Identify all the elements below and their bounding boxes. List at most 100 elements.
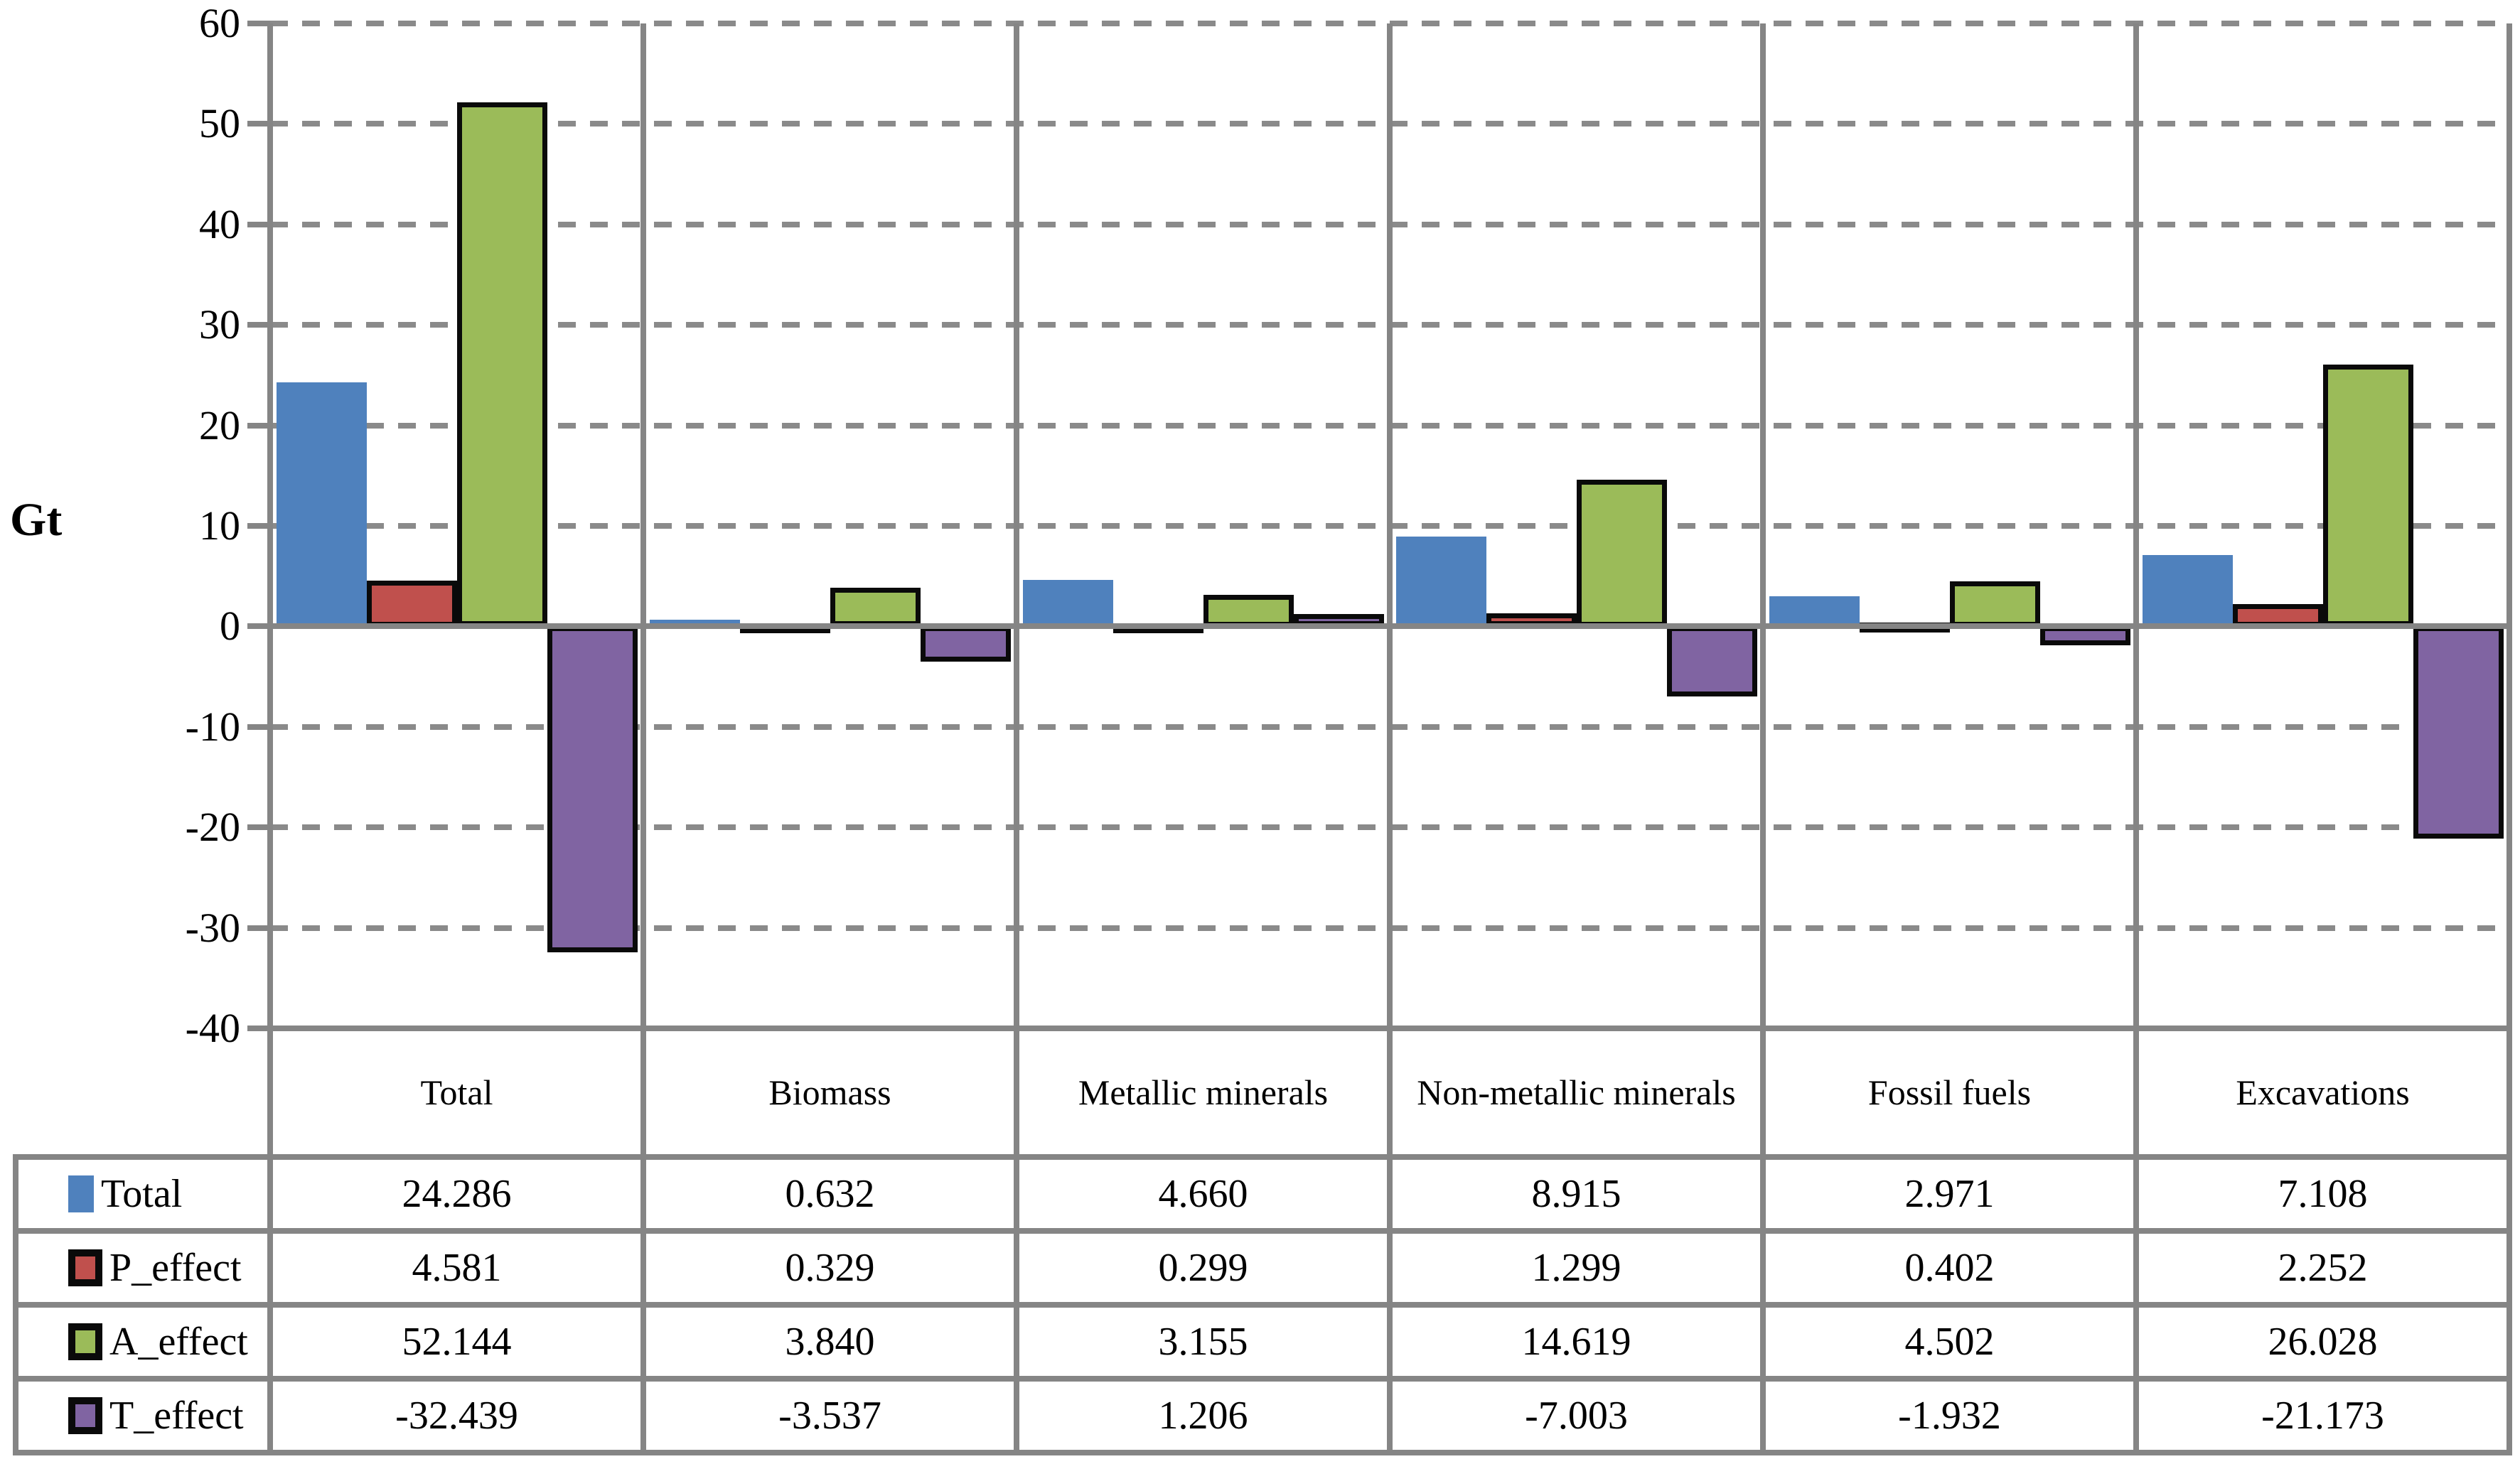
table-value-P_effect-Fossil fuels: 0.402	[1904, 1246, 1995, 1290]
table-value-A_effect-Fossil fuels: 4.502	[1904, 1320, 1995, 1364]
table-value-Total-Biomass: 0.632	[785, 1172, 875, 1216]
table-value-P_effect-Metallic minerals: 0.299	[1158, 1246, 1248, 1290]
y-axis-tick-mark	[247, 222, 270, 227]
legend-label: T_effect	[109, 1394, 244, 1438]
y-axis-tick-mark	[247, 623, 270, 629]
category-separator-line	[1760, 23, 1766, 1455]
bar-Total-Fossil fuels	[1769, 596, 1860, 626]
legend-swatch-P_effect	[68, 1249, 102, 1286]
table-horizontal-border	[13, 1376, 2512, 1382]
legend-item-A_effect: A_effect	[18, 1308, 267, 1376]
legend-label: P_effect	[109, 1246, 242, 1290]
table-value-P_effect-Non-metallic minerals: 1.299	[1531, 1246, 1621, 1290]
bar-T_effect-Biomass	[921, 626, 1011, 662]
legend-swatch-A_effect	[68, 1323, 102, 1360]
bar-Total-Biomass	[650, 620, 740, 626]
bar-A_effect-Excavations	[2323, 365, 2413, 626]
table-value-P_effect-Excavations: 2.252	[2278, 1246, 2368, 1290]
bar-Total-Total	[277, 382, 367, 626]
bar-P_effect-Excavations	[2233, 604, 2323, 627]
category-separator-line	[267, 23, 273, 1455]
category-separator-line	[2133, 23, 2139, 1455]
bar-T_effect-Total	[547, 626, 638, 952]
table-value-T_effect-Excavations: -21.173	[2261, 1394, 2384, 1438]
table-horizontal-border	[13, 1154, 2512, 1160]
category-label-Fossil fuels: Fossil fuels	[1867, 1072, 2032, 1112]
category-separator-line	[640, 23, 646, 1455]
y-axis-tick-mark	[247, 423, 270, 429]
bar-Total-Excavations	[2143, 555, 2233, 627]
table-value-T_effect-Fossil fuels: -1.932	[1898, 1394, 2001, 1438]
y-axis-tick-mark	[247, 322, 270, 328]
table-horizontal-border	[13, 1450, 2512, 1455]
y-axis-tick-label: -20	[185, 804, 240, 850]
legend-item-P_effect: P_effect	[18, 1234, 267, 1302]
category-axis-line	[267, 1026, 2512, 1031]
table-left-border	[13, 1154, 18, 1455]
y-axis-tick-label: 0	[220, 603, 240, 649]
table-value-Total-Non-metallic minerals: 8.915	[1531, 1172, 1621, 1216]
legend-item-T_effect: T_effect	[18, 1382, 267, 1450]
category-label-Excavations: Excavations	[2236, 1072, 2410, 1112]
y-axis-tick-mark	[247, 523, 270, 529]
table-value-A_effect-Non-metallic minerals: 14.619	[1521, 1320, 1631, 1364]
table-value-T_effect-Metallic minerals: 1.206	[1158, 1394, 1248, 1438]
y-axis-tick-label: 60	[199, 0, 240, 46]
table-value-Total-Total: 24.286	[402, 1172, 512, 1216]
table-value-A_effect-Metallic minerals: 3.155	[1158, 1320, 1248, 1364]
bar-A_effect-Metallic minerals	[1203, 595, 1294, 627]
table-value-T_effect-Biomass: -3.537	[778, 1394, 881, 1438]
category-label-Total: Total	[420, 1072, 493, 1112]
y-axis-tick-label: 30	[199, 301, 240, 348]
bar-A_effect-Non-metallic minerals	[1577, 480, 1667, 627]
y-axis-tick-label: 50	[199, 100, 240, 146]
table-horizontal-border	[13, 1302, 2512, 1308]
table-value-T_effect-Total: -32.439	[395, 1394, 518, 1438]
legend-item-Total: Total	[18, 1160, 267, 1228]
category-label-Metallic minerals: Metallic minerals	[1078, 1072, 1329, 1112]
y-axis-tick-label: -10	[185, 704, 240, 750]
y-axis-tick-label: -30	[185, 905, 240, 951]
bar-A_effect-Fossil fuels	[1950, 581, 2040, 627]
table-value-Total-Fossil fuels: 2.971	[1904, 1172, 1995, 1216]
y-axis-tick-label: 10	[199, 502, 240, 549]
table-value-A_effect-Excavations: 26.028	[2268, 1320, 2378, 1364]
y-axis-tick-mark	[247, 121, 270, 127]
y-axis-tick-label: -40	[185, 1005, 240, 1051]
category-label-Non-metallic minerals: Non-metallic minerals	[1417, 1072, 1736, 1112]
y-axis-tick-label: 20	[199, 402, 240, 448]
legend-label: Total	[101, 1172, 183, 1216]
y-axis-tick-label: 40	[199, 201, 240, 247]
legend-label: A_effect	[109, 1320, 248, 1364]
category-label-Biomass: Biomass	[768, 1072, 891, 1112]
y-axis-tick-mark	[247, 824, 270, 830]
legend-swatch-T_effect	[68, 1397, 102, 1434]
category-separator-line	[2506, 23, 2512, 1455]
table-value-A_effect-Biomass: 3.840	[785, 1320, 875, 1364]
category-separator-line	[1387, 23, 1393, 1455]
y-axis-tick-mark	[247, 925, 270, 931]
zero-axis-line	[267, 623, 2512, 629]
y-axis-tick-mark	[247, 724, 270, 730]
bar-T_effect-Excavations	[2413, 626, 2504, 839]
table-horizontal-border	[13, 1228, 2512, 1234]
table-value-P_effect-Total: 4.581	[412, 1246, 502, 1290]
table-value-Total-Metallic minerals: 4.660	[1158, 1172, 1248, 1216]
bar-T_effect-Fossil fuels	[2040, 626, 2130, 645]
y-axis-tick-mark	[247, 1026, 270, 1031]
bar-A_effect-Total	[457, 102, 547, 626]
bar-P_effect-Total	[367, 581, 457, 627]
table-value-P_effect-Biomass: 0.329	[785, 1246, 875, 1290]
bar-Total-Non-metallic minerals	[1396, 537, 1486, 626]
table-value-Total-Excavations: 7.108	[2278, 1172, 2368, 1216]
bar-T_effect-Non-metallic minerals	[1667, 626, 1757, 696]
bar-A_effect-Biomass	[830, 588, 921, 626]
y-axis-title: Gt	[10, 494, 63, 546]
table-value-T_effect-Non-metallic minerals: -7.003	[1525, 1394, 1628, 1438]
bar-Total-Metallic minerals	[1023, 580, 1113, 627]
table-value-A_effect-Total: 52.144	[402, 1320, 512, 1364]
legend-swatch-Total	[68, 1175, 94, 1212]
y-axis-tick-mark	[247, 21, 270, 26]
category-separator-line	[1014, 23, 1019, 1455]
